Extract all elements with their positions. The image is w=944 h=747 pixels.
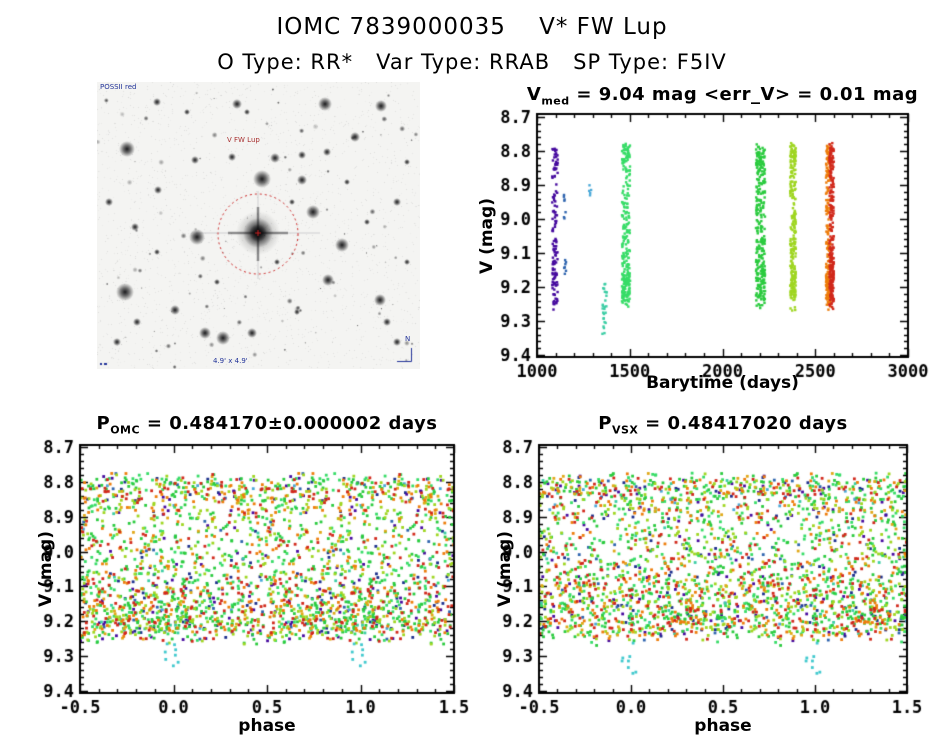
page-subtitle: O Type: RR* Var Type: RRAB SP Type: F5IV	[217, 50, 727, 74]
survey-label: POSSII red	[100, 83, 137, 91]
page-title: IOMC 7839000035 V* FW Lup	[276, 14, 668, 40]
phase-plot-omc	[30, 430, 480, 730]
phase-vsx-xaxis-label: phase	[694, 716, 752, 736]
title-prefix: P	[96, 413, 111, 434]
phase-omc-plot-title: POMC = 0.484170±0.000002 days	[30, 413, 504, 437]
phase-omc-yaxis-label: V (mag)	[36, 531, 56, 607]
barytime-plot	[470, 85, 944, 400]
fov-label: 4.9' x 4.9'	[213, 357, 248, 365]
star-field-image	[97, 82, 420, 369]
phase-plot-vsx	[490, 430, 944, 730]
compass-north-label: N	[405, 335, 411, 343]
target-label: V FW Lup	[227, 136, 260, 144]
finding-chart-panel: POSSII red V FW Lup 4.9' x 4.9' N	[97, 82, 420, 369]
barytime-xaxis-label: Barytime (days)	[646, 373, 799, 393]
title-prefix: P	[598, 413, 612, 434]
barytime-yaxis-label: V (mag)	[477, 198, 497, 274]
title-value: = 0.48417020 days	[638, 413, 848, 434]
title-value: = 0.484170±0.000002 days	[140, 413, 438, 434]
phase-omc-xaxis-label: phase	[238, 716, 296, 736]
phase-vsx-yaxis-label: V (mag)	[495, 531, 515, 607]
